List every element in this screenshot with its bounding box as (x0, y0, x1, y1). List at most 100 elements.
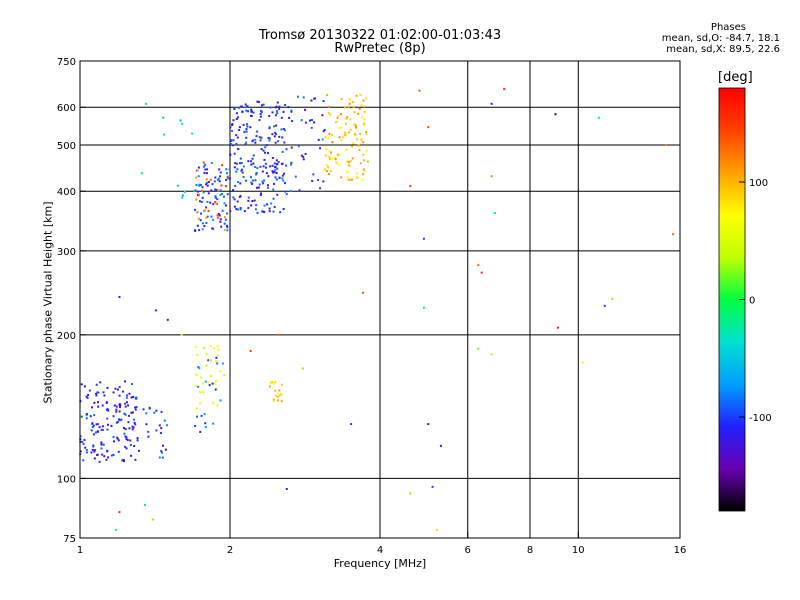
data-point (236, 181, 239, 184)
data-point (304, 152, 307, 155)
data-point (180, 333, 183, 336)
data-point (290, 146, 293, 149)
data-point (124, 405, 127, 408)
data-point (342, 136, 345, 139)
data-point (281, 150, 284, 153)
data-point (203, 225, 206, 228)
data-point (364, 97, 367, 100)
data-point (277, 160, 280, 163)
data-point (321, 138, 324, 141)
data-point (431, 485, 434, 488)
data-point (207, 192, 210, 195)
y-tick-label: 400 (57, 187, 76, 198)
data-point (267, 175, 270, 178)
data-point (503, 88, 506, 91)
data-point (321, 114, 324, 117)
x-tick-label: 8 (527, 545, 533, 556)
data-point (340, 139, 343, 142)
data-point (347, 161, 350, 164)
data-point (422, 306, 425, 309)
data-point (102, 391, 105, 394)
data-point (323, 128, 326, 131)
data-point (196, 353, 199, 356)
data-point (204, 380, 207, 383)
data-point (270, 381, 273, 384)
data-point (233, 108, 236, 111)
data-point (210, 162, 213, 165)
data-point (346, 160, 349, 163)
data-point (344, 122, 347, 125)
data-point (118, 403, 121, 406)
data-point (356, 172, 359, 175)
data-point (204, 426, 207, 429)
data-point (327, 112, 330, 115)
data-point (197, 365, 200, 368)
data-point (179, 119, 182, 122)
data-point (273, 125, 276, 128)
data-point (232, 189, 235, 192)
data-point (115, 410, 118, 413)
data-point (245, 136, 248, 139)
data-point (282, 128, 285, 131)
data-point (230, 143, 233, 146)
data-point (246, 125, 249, 128)
data-point (348, 102, 351, 105)
data-point (207, 359, 210, 362)
data-point (278, 105, 281, 108)
data-point (207, 210, 210, 213)
data-point (352, 142, 355, 145)
stats-x-mode: mean, sd,X: 89.5, 22.6 (666, 44, 780, 55)
data-point (427, 423, 430, 426)
data-point (98, 426, 101, 429)
data-point (137, 449, 140, 452)
data-point (160, 451, 163, 454)
data-point (117, 388, 120, 391)
data-point (240, 169, 243, 172)
data-point (225, 185, 228, 188)
data-point (216, 387, 219, 390)
data-point (344, 106, 347, 109)
data-point (145, 412, 148, 415)
data-point (245, 141, 248, 144)
data-point (268, 210, 271, 213)
data-point (346, 176, 349, 179)
data-point (107, 409, 110, 412)
data-point (226, 212, 229, 215)
data-point (212, 422, 215, 425)
data-point (216, 178, 219, 181)
data-point (360, 138, 363, 141)
data-point (122, 458, 125, 461)
data-point (224, 218, 227, 221)
data-point (134, 406, 137, 409)
data-point (196, 224, 199, 227)
data-point (249, 114, 252, 117)
chart-title: Tromsø 20130322 01:02:00-01:03:43 (258, 28, 502, 43)
data-point (232, 196, 235, 199)
data-point (130, 396, 133, 399)
data-point (220, 184, 223, 187)
data-point (131, 428, 134, 431)
data-point (225, 179, 228, 182)
data-point (79, 435, 82, 438)
data-point (268, 139, 271, 142)
y-tick-label: 300 (57, 247, 76, 258)
data-point (280, 383, 283, 386)
data-point (92, 445, 95, 448)
data-point (259, 113, 262, 116)
data-point (197, 217, 200, 220)
data-point (243, 210, 246, 213)
data-point (100, 441, 103, 444)
data-point (556, 326, 559, 329)
data-point (278, 107, 281, 110)
data-point (196, 415, 199, 418)
data-point (272, 171, 275, 174)
data-point (254, 208, 257, 211)
data-point (221, 164, 224, 167)
data-point (236, 116, 239, 119)
data-point (100, 447, 103, 450)
data-point (275, 394, 278, 397)
data-point (317, 138, 320, 141)
data-point (259, 165, 262, 168)
data-point (93, 449, 96, 452)
data-point (256, 130, 259, 133)
